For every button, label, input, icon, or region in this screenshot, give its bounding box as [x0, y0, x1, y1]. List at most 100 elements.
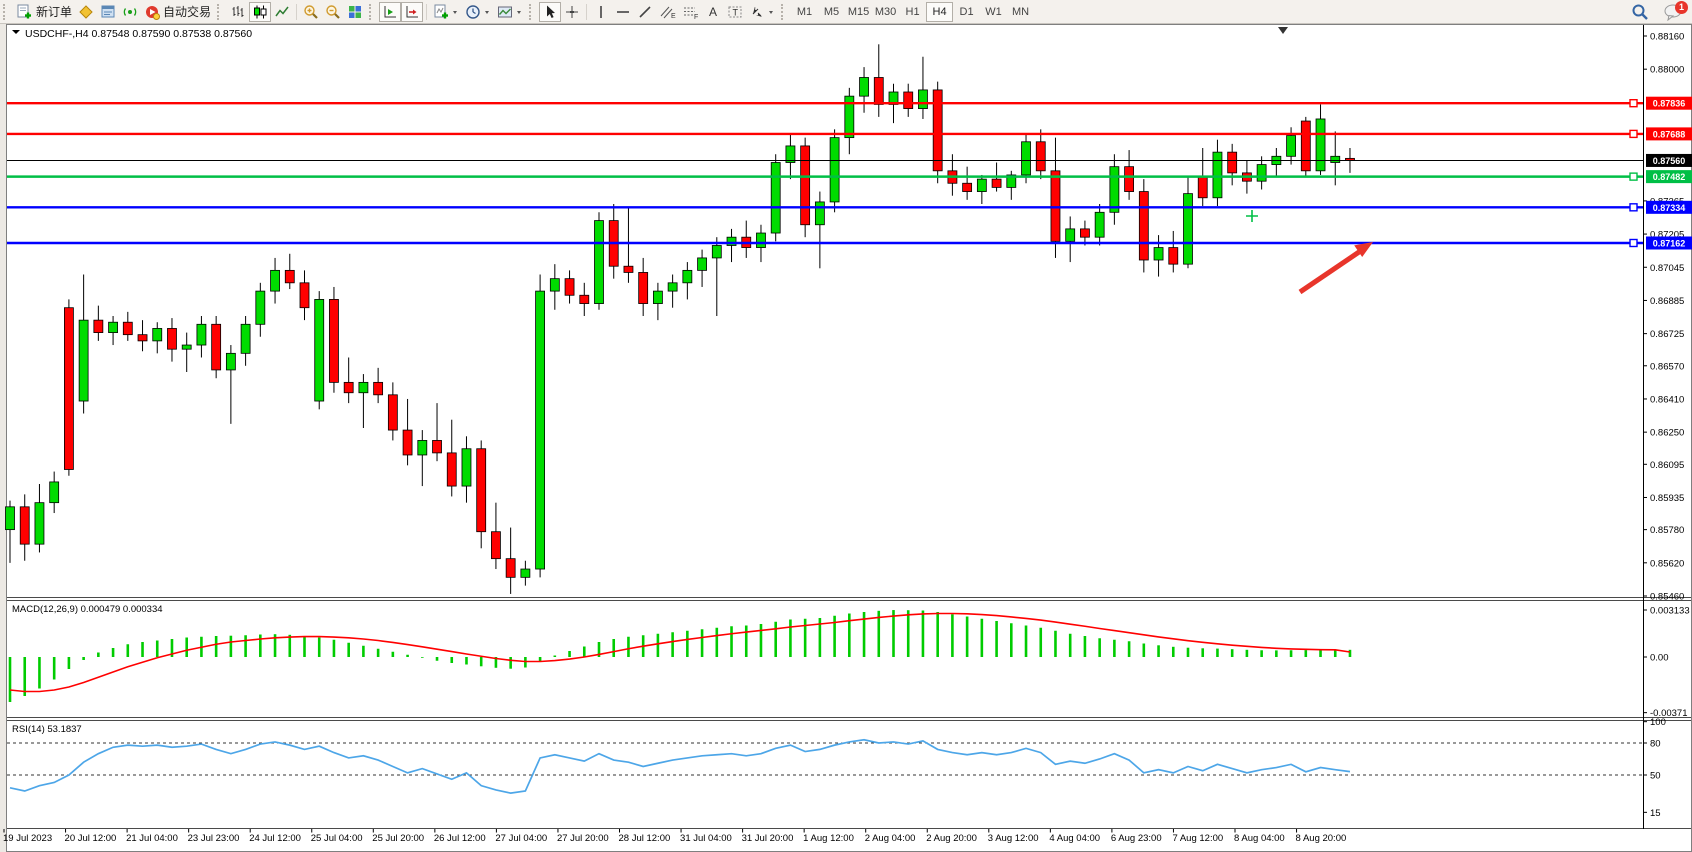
toolbar-grip[interactable]	[217, 3, 223, 20]
equidistant-channel-button[interactable]: E	[656, 2, 679, 22]
price-tick-label: 0.86725	[1650, 329, 1684, 340]
periods-button[interactable]	[462, 2, 494, 22]
timeframe-m1-button[interactable]: M1	[796, 5, 813, 18]
signals-button[interactable]	[119, 2, 141, 22]
new-order-icon	[17, 4, 31, 18]
auto-scroll-button[interactable]	[379, 1, 402, 22]
toolbar-grip[interactable]	[369, 3, 375, 20]
signals-icon	[123, 7, 137, 16]
bear-candle	[137, 334, 148, 342]
zoom-in-icon	[304, 4, 318, 19]
bull-candle	[34, 502, 45, 545]
line-chart-button[interactable]	[271, 2, 293, 22]
text-button[interactable]: A	[702, 2, 724, 22]
line-handle[interactable]	[1629, 98, 1638, 108]
data-window-button[interactable]	[97, 2, 119, 22]
bull-candle	[1286, 135, 1296, 157]
timeframe-d1-button[interactable]: D1	[959, 5, 974, 18]
date-tick-label: 23 Jul 23:00	[188, 833, 240, 844]
macd-tick-label: 0.003133	[1650, 606, 1690, 617]
bull-candle	[270, 269, 280, 292]
arrows-button[interactable]	[746, 2, 778, 22]
timeframe-w1-button[interactable]: W1	[985, 5, 1002, 18]
chart-shift-marker[interactable]	[1278, 27, 1288, 34]
timeframe-h1-button[interactable]: H1	[905, 5, 920, 18]
horizontal-line-button[interactable]	[612, 2, 634, 22]
chevron-down-icon	[485, 10, 490, 14]
bear-candle	[1197, 176, 1208, 199]
date-tick-label: 4 Aug 04:00	[1049, 833, 1100, 844]
auto-scroll-icon	[384, 5, 397, 17]
chart-shift-icon	[406, 5, 419, 17]
indicators-button[interactable]	[430, 2, 462, 22]
red-arrow-annotation[interactable]	[1298, 249, 1361, 295]
symbol-dropdown-icon[interactable]	[12, 30, 20, 34]
new-order-button[interactable]: 新订单	[13, 2, 75, 22]
bear-candle	[623, 265, 634, 273]
timeframe-mn-button[interactable]: MN	[1011, 5, 1030, 18]
bar-chart-button[interactable]	[227, 2, 249, 22]
line-handle[interactable]	[1629, 172, 1638, 181]
candlestick-chart-button[interactable]	[249, 1, 272, 22]
bull-candle	[520, 568, 531, 578]
bear-candle	[962, 182, 973, 192]
text-label-icon: T	[728, 6, 742, 17]
market-watch-button[interactable]	[75, 2, 97, 22]
zoom-in-button[interactable]	[300, 2, 322, 22]
panel-separators[interactable]	[7, 597, 1691, 829]
bull-candle	[1315, 118, 1326, 172]
svg-text:0.87482: 0.87482	[1653, 172, 1686, 182]
bull-candle	[358, 381, 369, 394]
bear-candle	[491, 531, 501, 560]
timeframe-m5-button[interactable]: M5	[823, 5, 840, 18]
line-handle[interactable]	[1629, 129, 1638, 139]
auto-trading-button[interactable]: 自动交易	[141, 2, 214, 22]
timeframe-h4-button[interactable]: H4	[926, 1, 954, 22]
notification-badge: 1	[1675, 0, 1688, 14]
templates-button[interactable]	[494, 2, 526, 22]
svg-text:0.87334: 0.87334	[1653, 203, 1686, 213]
cursor-button[interactable]	[539, 1, 562, 22]
trendline-button[interactable]	[634, 2, 656, 22]
crosshair-button[interactable]	[561, 2, 583, 22]
bull-candle	[770, 162, 781, 234]
bear-candle	[1035, 141, 1046, 172]
tile-windows-button[interactable]	[344, 2, 366, 22]
timeframe-m30-button[interactable]: M30	[874, 5, 897, 18]
chat-button[interactable]: 1	[1662, 0, 1688, 22]
bear-candle	[343, 381, 354, 394]
bear-candle	[873, 77, 884, 105]
bear-candle	[638, 272, 649, 304]
toolbar-grip[interactable]	[3, 3, 9, 20]
bull-candle	[814, 201, 825, 226]
price-tick-label: 0.85620	[1650, 558, 1684, 569]
bull-candle	[549, 278, 560, 292]
vertical-line-icon	[600, 5, 602, 18]
text-label-button[interactable]: T	[724, 2, 746, 22]
rsi-tick-label: 15	[1650, 808, 1661, 819]
timeframe-m15-button[interactable]: M15	[847, 5, 870, 18]
rsi-tick-label: 50	[1650, 771, 1661, 782]
date-tick-label: 21 Jul 04:00	[126, 833, 178, 844]
line-handle[interactable]	[1629, 238, 1638, 248]
bear-candle	[64, 307, 74, 470]
chart-shift-button[interactable]	[401, 1, 424, 22]
bull-candle	[417, 440, 428, 456]
zoom-out-button[interactable]	[322, 2, 344, 22]
toolbar-grip[interactable]	[781, 3, 787, 20]
date-tick-label: 6 Aug 23:00	[1111, 833, 1162, 844]
macd-tick-label: 0.00	[1650, 653, 1669, 664]
line-handle[interactable]	[1629, 203, 1638, 212]
toolbar-grip[interactable]	[529, 3, 535, 20]
toolbar-separator	[426, 3, 428, 20]
vertical-line-button[interactable]	[590, 2, 612, 22]
bull-candle	[225, 352, 236, 371]
fibonacci-button[interactable]: F	[679, 2, 702, 22]
horizontal-line-icon	[617, 10, 630, 13]
date-tick-label: 31 Jul 04:00	[680, 833, 732, 844]
bull-candle	[5, 506, 15, 531]
search-button[interactable]	[1628, 2, 1652, 22]
rsi-tick-label: 100	[1650, 717, 1666, 728]
